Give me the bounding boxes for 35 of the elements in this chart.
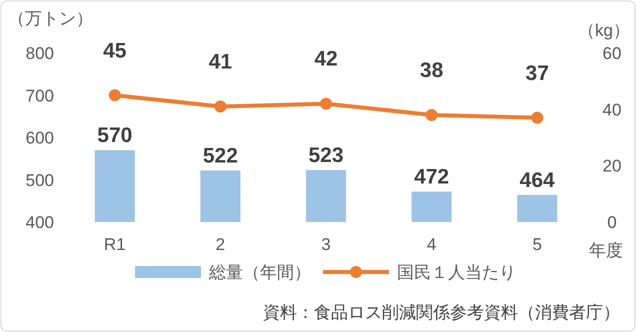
x-tick-label: 3	[321, 235, 331, 254]
y-tick-label: 700	[26, 86, 54, 106]
data-label: 38	[420, 58, 444, 82]
point	[426, 108, 438, 121]
x-tick-label: R1	[104, 235, 126, 254]
data-label: 472	[414, 166, 450, 189]
y-axis-title: （万トン）	[8, 9, 93, 28]
data-label: 41	[208, 50, 232, 74]
x-tick-label: 5	[532, 235, 542, 254]
legend-label: 国民１人当たり	[397, 263, 516, 282]
data-label: 523	[308, 144, 344, 168]
point	[531, 112, 544, 124]
data-label: 464	[520, 168, 556, 192]
legend-label: 総量（年間）	[208, 263, 311, 282]
x-tick-label: 2	[216, 235, 226, 254]
data-label: 522	[202, 144, 238, 168]
x-axis-title: 年度	[589, 241, 623, 260]
y2-tick-label: 60	[602, 44, 622, 63]
data-label: 45	[103, 39, 127, 62]
x-tick-label: 4	[426, 235, 436, 254]
y-tick-label: 500	[26, 170, 54, 190]
data-label: 37	[526, 62, 549, 85]
y-tick-label: 400	[26, 213, 54, 232]
data-label: 42	[314, 48, 338, 71]
y2-tick-label: 40	[602, 100, 622, 120]
y2-tick-label: 20	[602, 156, 622, 176]
point	[108, 89, 121, 102]
y-tick-label: 800	[26, 44, 54, 63]
point	[214, 100, 226, 113]
data-label: 570	[97, 124, 132, 148]
text: 資料：食品ロス削減関係参考資料（消費者庁）	[263, 303, 620, 322]
point	[320, 98, 332, 110]
y-tick-label: 600	[26, 128, 54, 148]
y2-tick-label: 0	[607, 213, 617, 232]
y2-axis-title: （kg）	[578, 21, 630, 40]
